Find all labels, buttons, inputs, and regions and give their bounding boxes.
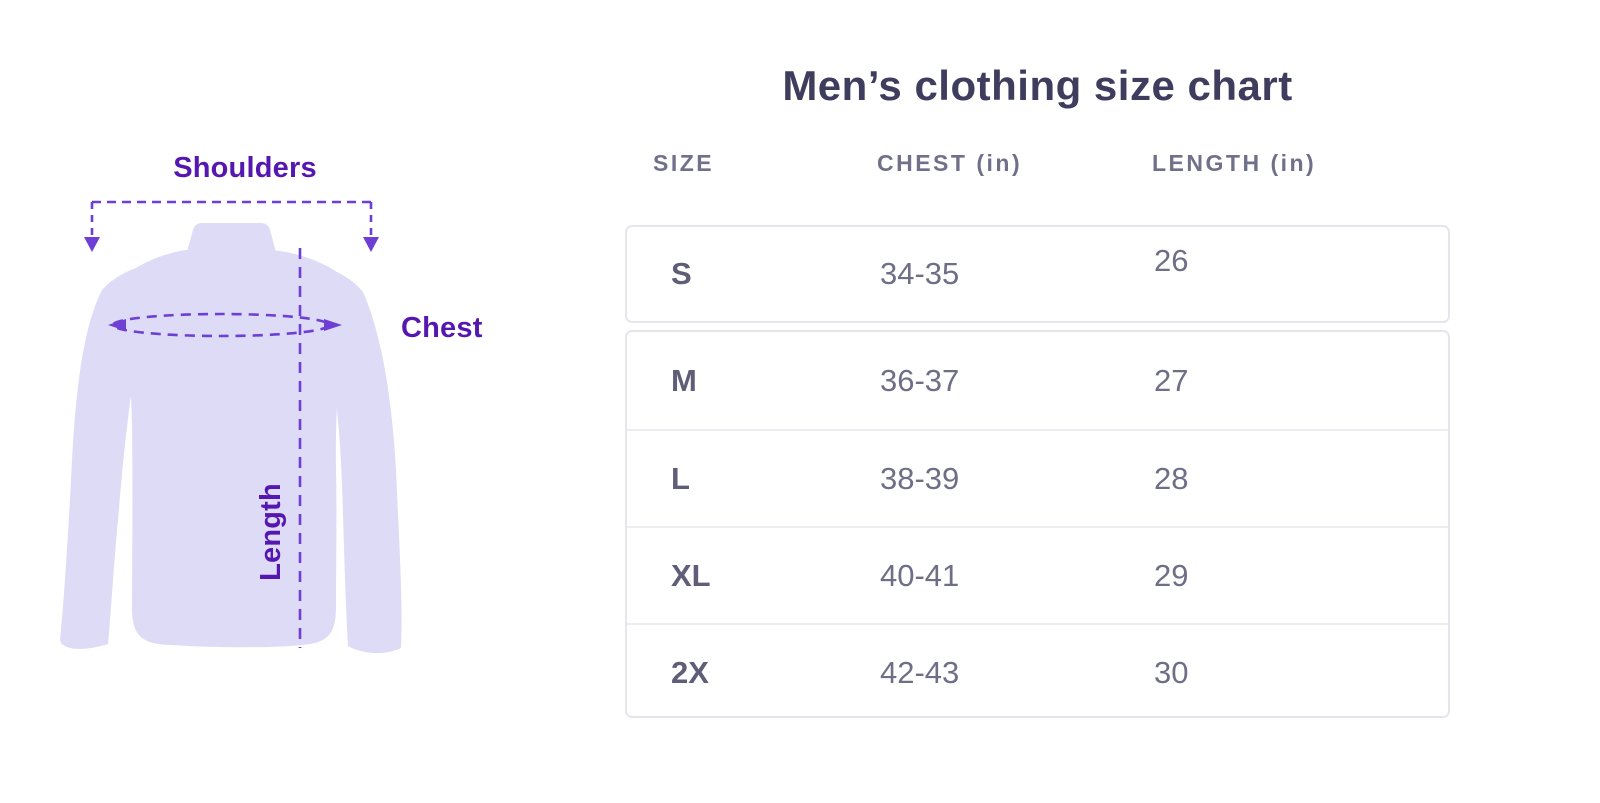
- shirt-collar: [187, 223, 276, 255]
- column-header-length: LENGTH (in): [1152, 150, 1317, 176]
- size-table-first-group: S 34-35 26: [625, 225, 1450, 323]
- column-header-size: SIZE: [653, 150, 715, 176]
- cell-chest: 34-35: [880, 256, 960, 291]
- shoulders-bracket: [90, 200, 373, 237]
- cell-size: L: [671, 460, 690, 496]
- cell-length: 29: [1154, 557, 1189, 593]
- size-table-group: M 36-37 27 L 38-39 28 XL 40-41 29 2X 42-…: [625, 330, 1450, 718]
- shirt-silhouette: [60, 223, 402, 654]
- cell-length: 30: [1154, 654, 1189, 690]
- table-row: M 36-37 27: [627, 332, 1448, 429]
- chest-arrow-right-icon: [324, 319, 342, 331]
- cell-size: 2X: [671, 654, 709, 690]
- shirt-svg: [60, 200, 402, 654]
- cell-length: 27: [1154, 362, 1189, 398]
- cell-size: S: [671, 256, 692, 291]
- cell-size: XL: [671, 557, 711, 593]
- cell-chest: 36-37: [880, 362, 960, 398]
- cell-length: 28: [1154, 460, 1189, 496]
- page-title: Men’s clothing size chart: [782, 62, 1293, 109]
- cell-chest: 38-39: [880, 460, 960, 496]
- cell-chest: 42-43: [880, 654, 960, 690]
- table-row: XL 40-41 29: [627, 526, 1448, 623]
- chest-label: Chest: [401, 312, 483, 344]
- shirt-left-sleeve: [60, 258, 180, 649]
- cell-chest: 40-41: [880, 557, 960, 593]
- column-header-chest: CHEST (in): [877, 150, 1023, 176]
- table-row: L 38-39 28: [627, 429, 1448, 526]
- shirt-right-sleeve: [284, 258, 402, 654]
- size-chart-panel: Men’s clothing size chart SIZE CHEST (in…: [625, 0, 1450, 803]
- shoulder-arrow-right-icon: [363, 237, 379, 252]
- table-header-row: SIZE CHEST (in) LENGTH (in): [625, 150, 1450, 182]
- shoulder-arrow-left-icon: [84, 237, 100, 252]
- cell-length: 26: [1154, 243, 1189, 278]
- cell-size: M: [671, 362, 697, 398]
- length-label: Length: [255, 483, 287, 581]
- chest-arrow-left-icon: [108, 319, 126, 331]
- table-row: S 34-35 26: [627, 227, 1448, 321]
- shirt-body: [114, 248, 357, 648]
- table-row: 2X 42-43 30: [627, 623, 1448, 720]
- shoulders-label: Shoulders: [173, 152, 317, 184]
- shirt-measurement-illustration: Shoulders Chest Length: [30, 140, 530, 700]
